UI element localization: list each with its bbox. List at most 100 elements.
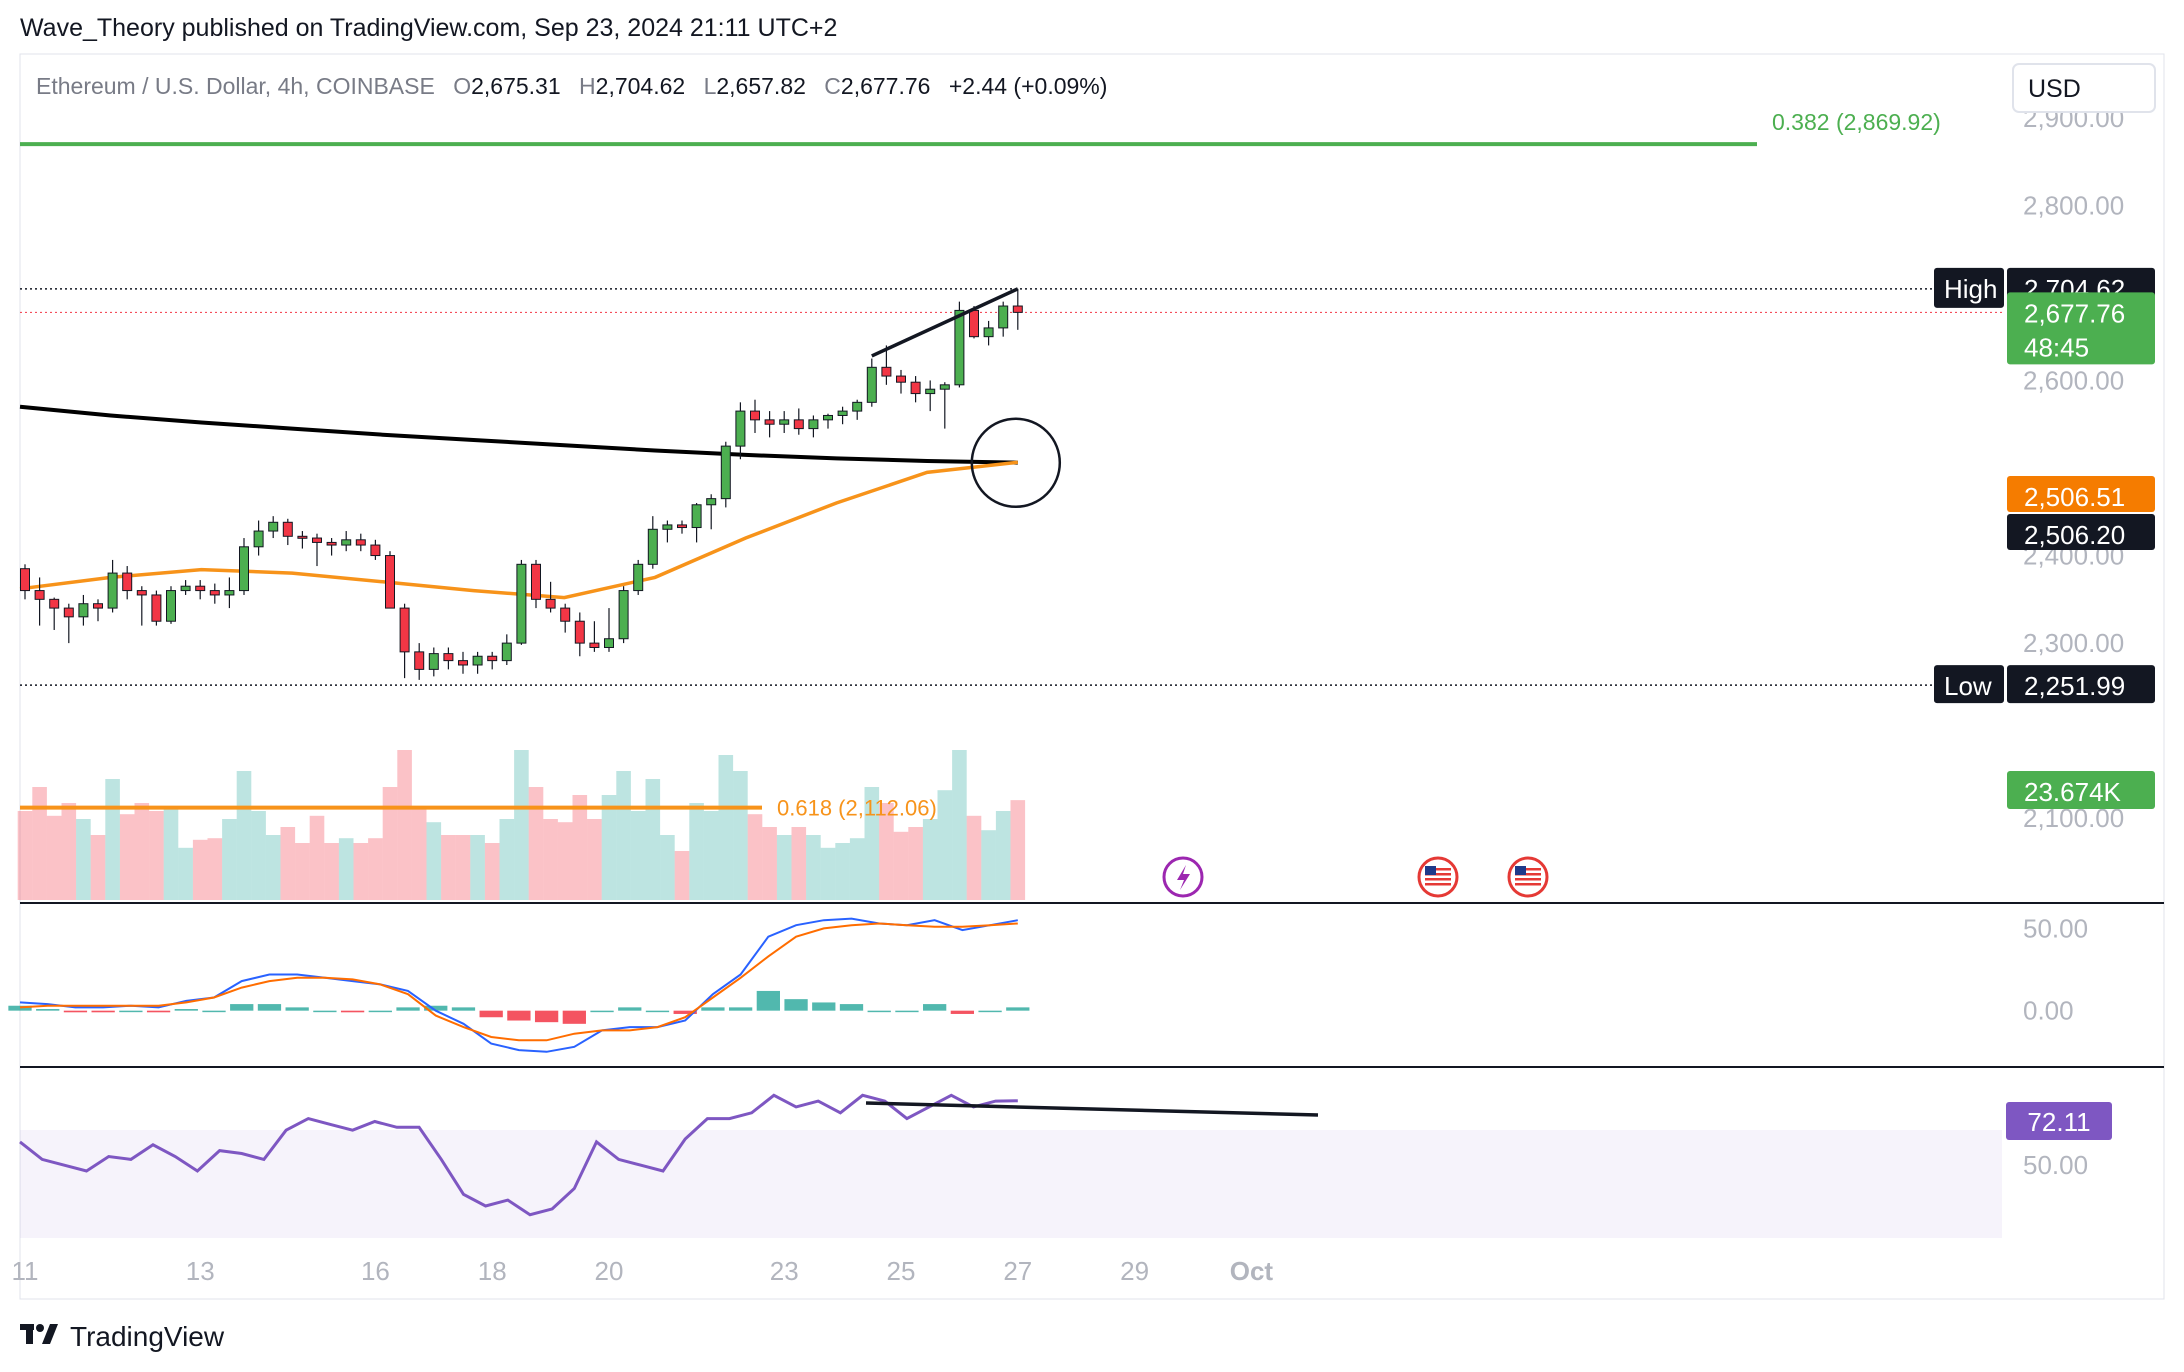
macd-histogram-bar <box>728 1007 753 1011</box>
us-flag-ring <box>1417 856 1459 898</box>
volume-bar <box>660 835 675 900</box>
volume-bar <box>178 847 193 900</box>
macd-histogram-bar <box>867 1010 891 1013</box>
volume-bar <box>952 750 967 900</box>
flash-icon-bolt <box>1177 865 1190 890</box>
time-axis-tick: 13 <box>186 1256 215 1286</box>
time-axis-tick: 23 <box>770 1256 799 1286</box>
candle <box>560 607 571 622</box>
volume-bar <box>499 819 515 900</box>
candle <box>122 572 133 592</box>
macd-histogram-bar <box>645 1010 670 1013</box>
ma-slow-tag-bg <box>2007 514 2155 550</box>
candle <box>399 607 410 653</box>
candle <box>706 498 717 506</box>
candle <box>414 651 425 670</box>
volume-bar <box>981 830 996 900</box>
candle <box>34 590 45 600</box>
volume-bar <box>236 771 252 900</box>
low-tag-bg <box>2007 665 2155 704</box>
candle <box>866 366 877 403</box>
candle <box>107 572 118 609</box>
candle <box>925 388 936 395</box>
rsi-value-text: 72.11 <box>2027 1107 2090 1137</box>
flag-stripe <box>1515 878 1541 881</box>
macd-histogram-bar <box>230 1004 254 1011</box>
time-axis-tick: 20 <box>595 1256 624 1286</box>
low-tag-side-bg <box>1934 665 2004 704</box>
macd-histogram-bar <box>285 1007 309 1011</box>
candle <box>93 603 103 609</box>
volume-tag: 23.674K <box>2007 771 2155 809</box>
flag-stripe <box>1515 873 1541 876</box>
time-axis-tick: 27 <box>1003 1256 1032 1286</box>
macd-pane <box>8 917 1030 1053</box>
volume-bar <box>61 803 77 900</box>
volume-bar <box>280 827 296 900</box>
rsi-line <box>19 1093 1018 1217</box>
macd-axis-tick: 0.00 <box>2023 996 2074 1026</box>
candle <box>618 590 629 640</box>
candle <box>297 535 308 539</box>
candle <box>969 309 979 338</box>
us-flag-ring <box>1507 856 1549 898</box>
rsi-trendline <box>865 1101 1319 1117</box>
candle <box>823 414 833 421</box>
macd-histogram-bar <box>923 1004 947 1011</box>
macd-histogram-bar <box>812 1002 836 1011</box>
macd-histogram-bar <box>590 1010 614 1013</box>
macd-histogram-bar <box>451 1007 476 1011</box>
macd-histogram-bar <box>479 1010 503 1018</box>
macd-histogram-bar <box>784 999 808 1011</box>
candle <box>545 598 556 609</box>
macd-histogram-bar <box>119 1010 143 1013</box>
fib-0382-label: 0.382 (2,869.92) <box>1772 109 1941 135</box>
footer: TradingView <box>20 1320 224 1354</box>
volume-bar <box>368 838 383 900</box>
rsi-band <box>20 1130 2002 1238</box>
volume-bar <box>922 819 938 900</box>
candle <box>239 546 249 592</box>
legend-change: +2.44 (+0.09%) <box>949 73 1108 99</box>
candle <box>501 642 512 662</box>
volume-bar <box>222 819 237 900</box>
low-tag-text: 2,251.99 <box>2024 671 2125 701</box>
time-axis-tick: 18 <box>478 1256 507 1286</box>
volume-bar <box>747 814 763 900</box>
volume-bar <box>441 835 456 900</box>
rsi-value-bg <box>2006 1102 2112 1140</box>
candle <box>282 521 293 537</box>
volume-bar <box>1010 800 1026 900</box>
macd-histogram-bar <box>839 1004 864 1011</box>
high-tag-side-bg <box>1934 267 2004 308</box>
candle <box>341 539 352 546</box>
currency-button[interactable]: USD <box>2012 63 2156 113</box>
volume-bar <box>265 835 281 900</box>
ma-fast-tag-text: 2,506.51 <box>2024 482 2125 512</box>
time-axis-tick: 16 <box>361 1256 390 1286</box>
candle <box>63 607 74 618</box>
time-axis-tick: 29 <box>1120 1256 1149 1286</box>
candle <box>253 530 264 548</box>
volume-bar <box>90 835 106 900</box>
time-axis-tick: 25 <box>887 1256 916 1286</box>
candle <box>516 563 527 644</box>
legend-symbol: Ethereum / U.S. Dollar, 4h, COINBASE <box>36 73 435 99</box>
rsi-value-tag: 72.11 <box>2006 1102 2112 1140</box>
volume-bar <box>163 806 179 900</box>
candle <box>472 655 483 666</box>
macd-axis-tick: 50.00 <box>2023 913 2088 943</box>
flag-stripe <box>1425 868 1451 871</box>
macd-histogram-bar <box>756 990 780 1011</box>
candle <box>837 410 848 416</box>
brand-name: TradingView <box>70 1321 225 1352</box>
ma-slow-tag-text: 2,506.20 <box>2024 520 2125 550</box>
ma-slow-line <box>19 404 1018 465</box>
volume-bar <box>806 835 821 900</box>
volume-bar <box>703 811 719 900</box>
macd-histogram-bar <box>701 1007 725 1011</box>
ma-fast-tag-bg <box>2007 476 2155 512</box>
candle <box>326 541 337 546</box>
us-flag-icon <box>1507 856 1549 898</box>
